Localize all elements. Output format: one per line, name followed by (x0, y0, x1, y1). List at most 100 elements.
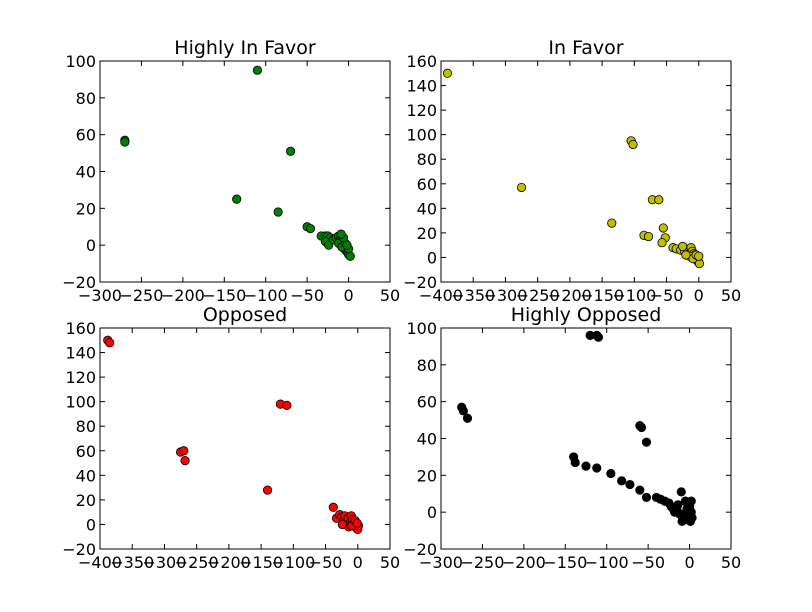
x-tick-label: −100 (612, 286, 656, 305)
scatter-point (694, 251, 704, 261)
axis-ticks: −300−250−200−150−100 −50 0 50−2002040608010… (62, 52, 400, 305)
x-tick-label: −250 (460, 553, 504, 572)
scatter-point (581, 461, 591, 471)
scatter-point (636, 422, 647, 433)
scatter-point (458, 406, 468, 416)
x-tick-label: −250 (175, 553, 219, 572)
scatter-point (673, 500, 683, 510)
x-tick-label: −250 (119, 286, 163, 305)
x-tick-label: −50 (309, 553, 343, 572)
x-tick-label: −350 (451, 286, 495, 305)
scatter-point (607, 218, 617, 228)
y-tick-label: 140 (65, 344, 96, 363)
scatter-point (305, 223, 316, 234)
x-tick-label: −200 (502, 553, 546, 572)
scatter-point (676, 487, 686, 497)
y-tick-label: 20 (417, 466, 437, 485)
x-tick-label: −150 (202, 286, 246, 305)
y-tick-label: 120 (65, 368, 96, 387)
scatter-point (282, 400, 292, 410)
scatter-point (592, 463, 602, 473)
y-tick-label: 80 (76, 89, 96, 108)
scatter-point (593, 332, 604, 342)
x-tick-label: −100 (585, 553, 629, 572)
y-tick-label: 140 (406, 77, 437, 96)
y-tick-label: 100 (65, 393, 96, 412)
y-tick-label: 80 (76, 417, 96, 436)
y-tick-label: 100 (406, 319, 437, 338)
y-tick-label: 60 (76, 442, 96, 461)
panel-title: Opposed (203, 304, 287, 326)
panel-highly-opposed: Highly Opposed −300−250−200−150−100 −50 0 5… (403, 304, 741, 572)
x-tick-label: 0 (694, 286, 704, 305)
scatter-point (273, 207, 283, 217)
x-tick-label: −300 (78, 286, 122, 305)
y-tick-label: 0 (86, 236, 96, 255)
y-tick-label: −20 (403, 273, 437, 292)
scatter-point (352, 518, 362, 528)
scatter-point (180, 455, 190, 466)
axis-ticks: −300−250−200−150−100 −50 0 50−2002040608010… (403, 319, 741, 572)
panel-opposed: Opposed −400−350−300−250−200−150−100−50 0… (62, 304, 400, 572)
x-tick-label: −200 (548, 286, 592, 305)
scatter-point (345, 251, 355, 261)
x-tick-label: −50 (650, 286, 684, 305)
x-tick-label: −50 (631, 553, 665, 572)
scatter-point (687, 513, 697, 523)
scatter-point (641, 437, 652, 447)
scatter-point (617, 476, 627, 486)
x-tick-label: −200 (161, 286, 205, 305)
x-tick-label: −300 (483, 286, 527, 305)
scatter-points (120, 65, 355, 261)
panel-title: Highly Opposed (511, 304, 662, 326)
y-tick-label: 40 (417, 430, 437, 449)
x-tick-label: −250 (516, 286, 560, 305)
scatter-point (516, 182, 527, 193)
y-tick-label: 0 (427, 248, 437, 267)
scatter-point (643, 231, 654, 242)
scatter-point (462, 413, 473, 423)
y-tick-label: 0 (427, 503, 437, 522)
x-tick-label: −350 (110, 553, 154, 572)
scatter-point (252, 65, 263, 75)
y-tick-label: 40 (417, 199, 437, 218)
panel-title: Highly In Favor (174, 37, 316, 59)
scatter-point (337, 519, 347, 530)
scatter-point (232, 194, 242, 204)
scatter-points (103, 335, 364, 534)
y-tick-label: 100 (65, 52, 96, 71)
x-tick-label: −150 (239, 553, 283, 572)
panel-title: In Favor (548, 37, 623, 59)
y-tick-label: 60 (76, 126, 96, 145)
y-tick-label: 20 (76, 491, 96, 510)
y-tick-label: −20 (62, 273, 96, 292)
x-tick-label: −400 (78, 553, 122, 572)
x-tick-label: 50 (380, 553, 400, 572)
y-tick-label: 80 (417, 356, 437, 375)
x-tick-label: −100 (244, 286, 288, 305)
y-tick-label: 60 (417, 393, 437, 412)
scatter-point (262, 485, 273, 495)
scatter-points (457, 330, 697, 526)
x-tick-label: 50 (380, 286, 400, 305)
y-tick-label: 20 (417, 224, 437, 243)
y-tick-label: 20 (76, 199, 96, 218)
y-tick-label: 80 (417, 150, 437, 169)
scatter-point (328, 502, 338, 512)
scatter-point (657, 238, 667, 248)
scatter-point (677, 516, 687, 526)
x-tick-label: −150 (580, 286, 624, 305)
y-tick-label: 160 (65, 319, 96, 338)
scatter-point (606, 468, 616, 479)
scatter-point (686, 496, 696, 506)
y-tick-label: 160 (406, 52, 437, 71)
y-tick-label: 120 (406, 101, 437, 120)
x-tick-label: −50 (290, 286, 324, 305)
x-tick-label: −100 (271, 553, 315, 572)
y-tick-label: 40 (76, 163, 96, 182)
y-tick-label: 60 (417, 175, 437, 194)
y-tick-label: −20 (62, 540, 96, 559)
scatter-point (635, 485, 645, 495)
x-tick-label: −300 (419, 553, 463, 572)
